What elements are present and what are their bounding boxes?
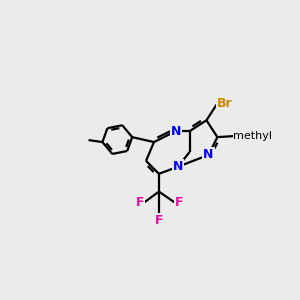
Text: F: F [155, 214, 163, 227]
Text: methyl: methyl [233, 131, 272, 141]
Text: N: N [203, 148, 214, 161]
Text: F: F [175, 196, 183, 209]
Text: N: N [172, 160, 183, 173]
Text: F: F [136, 196, 144, 209]
Text: N: N [171, 125, 181, 138]
Text: Br: Br [218, 97, 233, 110]
